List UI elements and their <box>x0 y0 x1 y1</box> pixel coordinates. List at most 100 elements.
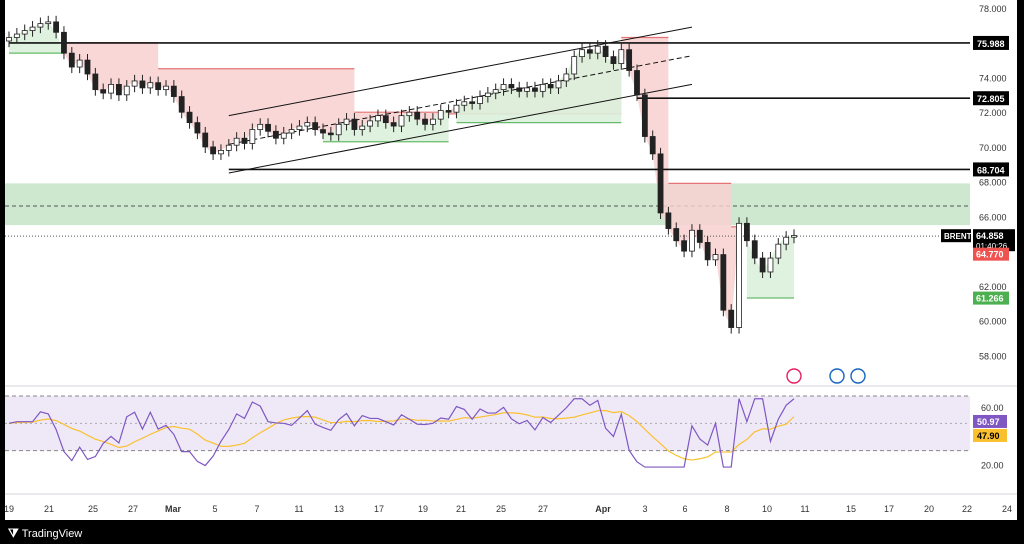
time-tick-label: 22 <box>962 504 972 514</box>
trend-lines[interactable] <box>5 26 970 237</box>
last-price-tag <box>973 229 1015 252</box>
rsi-pane: 60.00 20.00 50.97 47.90 <box>5 395 1007 470</box>
candle-body <box>37 23 44 28</box>
candle-body <box>131 80 138 87</box>
time-tick-label: 21 <box>456 504 466 514</box>
candle-body <box>123 85 130 96</box>
level-tag <box>973 162 1009 177</box>
price-tick-label: 66.000 <box>979 212 1007 222</box>
candle-body <box>375 115 381 122</box>
candle-body <box>555 80 562 89</box>
candle-body <box>21 30 28 35</box>
level-tag-label: 72.805 <box>977 94 1005 104</box>
time-axis[interactable]: 19 21 25 27 Mar 5 7 11 13 17 19 21 25 27 Apr 3 6 8 10 11 15 1… <box>4 504 1012 514</box>
candle-body <box>587 49 593 54</box>
candle-body <box>484 92 491 97</box>
candle-body <box>414 111 421 120</box>
time-tick-label: 11 <box>800 504 809 514</box>
rsi-tick-label: 20.00 <box>981 460 1004 470</box>
prev-level-tag <box>973 247 1009 261</box>
candle-body <box>453 104 460 113</box>
candle-body <box>202 132 209 148</box>
candle-body <box>563 73 570 82</box>
candle-body <box>280 132 287 139</box>
price-axis[interactable]: 78.000 74.000 72.000 70.000 68.000 66.000 62.0… <box>941 4 1015 361</box>
candle-body <box>225 144 232 151</box>
price-tick-label: 68.000 <box>979 178 1007 188</box>
candle-body <box>720 254 727 311</box>
candle-body <box>367 120 374 127</box>
candle-body <box>500 84 507 91</box>
candle-body <box>108 84 114 94</box>
candle-body <box>634 70 640 96</box>
time-tick-label: 27 <box>538 504 548 514</box>
time-tick-label: 20 <box>924 504 934 514</box>
candle-body <box>516 87 523 92</box>
candle-body <box>194 122 201 134</box>
candle-body <box>84 59 91 75</box>
candle-body <box>351 118 358 130</box>
stop-area-red-5 <box>668 183 732 328</box>
symbol-tag <box>941 229 971 243</box>
candle-body <box>649 136 656 155</box>
chart-panel[interactable]: 60.00 20.00 50.97 47.90 78.000 74.000 72.000 7… <box>4 0 1017 520</box>
symbol-label: BRENT <box>944 232 972 241</box>
time-tick-label: 19 <box>5 504 14 514</box>
candles <box>6 15 797 334</box>
time-tick-label: 21 <box>44 504 54 514</box>
candle-body <box>296 125 303 130</box>
rsi-ma-line <box>8 409 795 461</box>
us-flag-icon <box>829 368 845 384</box>
candle-body <box>657 153 664 214</box>
flash-icon <box>786 368 802 384</box>
candle-body <box>532 87 538 92</box>
candle-body <box>13 33 20 38</box>
candle-body <box>477 96 483 104</box>
candle-body <box>791 235 797 238</box>
channel-mid <box>228 55 693 145</box>
candle-body <box>445 110 452 113</box>
last-price-label: 64.858 <box>976 231 1004 241</box>
candle-body <box>398 115 405 127</box>
stop-area-red-1 <box>158 68 355 154</box>
event-icons[interactable] <box>786 368 866 384</box>
candle-body <box>45 21 52 25</box>
level-tag-label: 68.704 <box>977 165 1005 175</box>
rsi-ma-tag <box>973 428 1007 442</box>
candle-body <box>343 118 350 125</box>
time-tick-label: 25 <box>88 504 98 514</box>
candle-body <box>6 37 12 42</box>
candle-body <box>539 84 546 92</box>
trailing-stop-areas <box>9 21 794 328</box>
candle-body <box>696 229 703 243</box>
candle-body <box>100 89 107 94</box>
brand-label: TradingView <box>21 527 83 540</box>
footer-bar: ⧩ TradingView <box>0 520 1024 544</box>
grid <box>5 385 1017 495</box>
time-tick-label: Mar <box>165 504 182 514</box>
tradingview-brand[interactable]: ⧩ TradingView <box>8 526 82 541</box>
candle-body <box>382 115 389 124</box>
candle-body <box>689 229 695 252</box>
candle-body <box>759 257 766 273</box>
candle-body <box>508 84 515 89</box>
candle-body <box>147 82 154 89</box>
candle-body <box>579 49 585 58</box>
candle-body <box>744 222 750 242</box>
countdown-label: 01:40:26 <box>976 242 1008 251</box>
rsi-value-label: 50.97 <box>977 417 1000 427</box>
candle-body <box>327 132 334 136</box>
candle-body <box>92 73 99 91</box>
candle-body <box>304 122 311 127</box>
channel-lower <box>228 83 693 174</box>
time-tick-label: 25 <box>496 504 506 514</box>
candle-body <box>626 49 633 71</box>
stop-level-tag <box>973 291 1009 305</box>
candle-body <box>665 212 672 229</box>
candle-body <box>390 122 397 127</box>
price-tick-label: 78.000 <box>979 4 1007 14</box>
candle-body <box>210 146 217 155</box>
time-tick-label: 27 <box>128 504 138 514</box>
